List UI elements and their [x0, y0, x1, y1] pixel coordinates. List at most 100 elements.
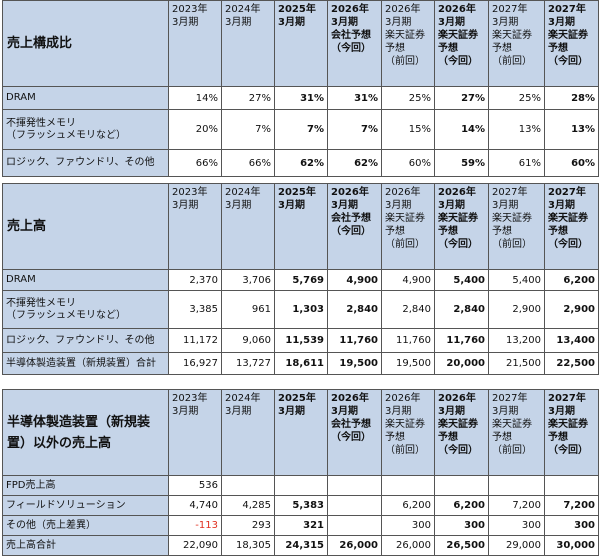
header-line: 楽天証券 [548, 30, 588, 41]
row-label: 半導体製造装置（新規装置）合計 [2, 352, 169, 375]
header-line: 予想 [385, 432, 405, 443]
value-cell: 13,400 [544, 328, 599, 353]
value-cell [327, 475, 382, 496]
header-line: 楽天証券 [385, 419, 425, 430]
table-title: 売上構成比 [2, 0, 169, 87]
value-cell: 11,760 [327, 328, 382, 353]
row-label: フィールドソリューション [2, 495, 169, 516]
value-cell: 30,000 [544, 535, 599, 556]
value-cell [327, 495, 382, 516]
header-cell: 2024年 3月期 [221, 183, 275, 270]
value-cell: 31% [327, 86, 382, 110]
header-cell: 2023年 3月期 [168, 389, 222, 476]
table-title: 半導体製造装置（新規装置）以外の売上高 [2, 389, 169, 476]
value-cell: 62% [327, 149, 382, 177]
header-cell: 2025年 3月期 [274, 389, 328, 476]
header-line: 3月期 [278, 200, 305, 211]
header-row: 売上高 2023年 3月期 2024年 3月期 2025年 3月期 2026年 3月期会… [2, 183, 599, 270]
value-cell: 62% [274, 149, 328, 177]
header-cell: 2026年 3月期 楽天証券 予想 （今回） [434, 389, 489, 476]
row-label-line: 売上高合計 [6, 539, 56, 551]
value-cell: 11,172 [168, 328, 222, 353]
value-cell: 16,927 [168, 352, 222, 375]
value-cell: 11,539 [274, 328, 328, 353]
value-cell [544, 475, 599, 496]
header-line: 予想 [438, 43, 458, 54]
value-cell: 15% [381, 109, 435, 150]
header-line: 会社予想 [331, 30, 371, 41]
header-line: 3月期 [492, 200, 519, 211]
row-label-line: ロジック、ファウンドリ、その他 [6, 157, 155, 168]
header-line: （今回） [548, 56, 588, 67]
header-line: 楽天証券 [438, 419, 478, 430]
value-cell: 27% [221, 86, 275, 110]
header-line: 2023年 [172, 4, 208, 15]
header-line: 3月期 [438, 200, 465, 211]
value-cell: 2,900 [544, 290, 599, 329]
row-label-line: 半導体製造装置（新規装置）合計 [6, 357, 156, 369]
value-cell: 300 [488, 515, 545, 536]
header-line: 2026年 [331, 187, 369, 198]
header-cell: 2023年 3月期 [168, 0, 222, 87]
header-line: 3月期 [225, 406, 252, 417]
header-line: （前回） [492, 56, 532, 67]
header-line: 3月期 [331, 200, 358, 211]
header-line: 予想 [492, 43, 512, 54]
value-cell: 4,285 [221, 495, 275, 516]
header-line: （今回） [438, 239, 478, 250]
value-cell [381, 475, 435, 496]
header-line: 2025年 [278, 187, 316, 198]
header-line: 2027年 [548, 187, 586, 198]
value-cell: 4,900 [327, 269, 382, 291]
value-cell: 22,500 [544, 352, 599, 375]
value-cell: 5,400 [488, 269, 545, 291]
table-row: FPD売上高 536 [2, 475, 599, 496]
value-cell: 300 [544, 515, 599, 536]
value-cell [434, 475, 489, 496]
value-cell: 6,200 [381, 495, 435, 516]
header-line: 2025年 [278, 4, 316, 15]
header-line: 会社予想 [331, 419, 371, 430]
value-cell: 7% [274, 109, 328, 150]
table-row: DRAM 2,370 3,706 5,769 4,900 4,900 5,400 5,400 6… [2, 269, 599, 291]
header-line: 楽天証券 [385, 213, 425, 224]
value-cell: 2,370 [168, 269, 222, 291]
header-line: 楽天証券 [438, 30, 478, 41]
header-cell: 2024年 3月期 [221, 389, 275, 476]
value-cell: 1,303 [274, 290, 328, 329]
header-cell: 2027年 3月期 楽天証券 予想 （前回） [488, 389, 545, 476]
value-cell: 26,000 [327, 535, 382, 556]
row-label-line: DRAM [6, 92, 36, 103]
value-cell [488, 475, 545, 496]
header-line: 楽天証券 [548, 419, 588, 430]
value-cell [327, 515, 382, 536]
value-cell: 25% [381, 86, 435, 110]
value-cell: 66% [168, 149, 222, 177]
row-label-line: その他（売上差異） [6, 519, 96, 531]
header-line: 2027年 [492, 187, 528, 198]
table-row: 不揮発性メモリ （フラッシュメモリなど） 20% 7% 7% 7% 15% 14% 13% 13% [2, 109, 599, 150]
value-cell: 20,000 [434, 352, 489, 375]
row-label: 不揮発性メモリ （フラッシュメモリなど） [2, 109, 169, 150]
row-label: ロジック、ファウンドリ、その他 [2, 328, 169, 353]
header-line: 3月期 [172, 406, 199, 417]
value-cell: 26,000 [381, 535, 435, 556]
value-cell: 2,840 [327, 290, 382, 329]
header-line: 楽天証券 [385, 30, 425, 41]
value-cell: 5,383 [274, 495, 328, 516]
value-cell: 26,500 [434, 535, 489, 556]
header-cell: 2027年 3月期 楽天証券 予想 （今回） [544, 389, 599, 476]
value-cell: 9,060 [221, 328, 275, 353]
header-line: （今回） [438, 56, 478, 67]
row-label-line: （フラッシュメモリなど） [6, 129, 126, 141]
header-line: 2025年 [278, 393, 316, 404]
header-cell: 2024年 3月期 [221, 0, 275, 87]
header-row: 半導体製造装置（新規装置）以外の売上高 2023年 3月期 2024年 3月期 20… [2, 389, 599, 476]
value-cell: 13,727 [221, 352, 275, 375]
header-line: （前回） [492, 445, 532, 456]
value-cell: 13,200 [488, 328, 545, 353]
header-line: 予想 [438, 226, 458, 237]
value-cell: 300 [434, 515, 489, 536]
header-line: 2026年 [438, 4, 476, 15]
value-cell: -113 [168, 515, 222, 536]
